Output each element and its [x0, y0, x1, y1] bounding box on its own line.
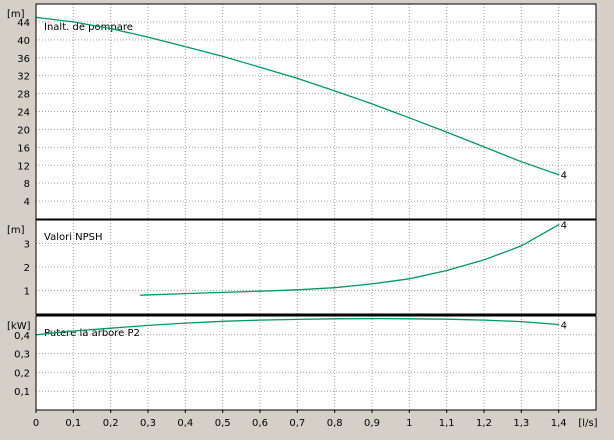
x-tick-label-4: 0,4 [177, 418, 193, 429]
y-tick-label-head-1: 8 [24, 179, 30, 190]
data-point-npsh-11 [558, 224, 560, 226]
data-point-power-7 [296, 318, 298, 320]
data-point-power-3 [147, 324, 149, 326]
data-point-power-13 [520, 321, 522, 323]
x-tick-label-11: 1,1 [439, 418, 455, 429]
data-point-npsh-5 [334, 287, 336, 289]
data-point-power-10 [408, 318, 410, 320]
data-point-npsh-2 [222, 291, 224, 293]
x-tick-label-0: 0 [33, 418, 39, 429]
data-point-head-6 [259, 66, 261, 68]
data-point-npsh-6 [371, 283, 373, 285]
plot-area-power [36, 316, 596, 410]
y-tick-label-power-1: 0,2 [14, 368, 30, 379]
y-tick-label-power-0: 0,1 [14, 387, 30, 398]
data-point-power-11 [446, 318, 448, 320]
y-tick-label-npsh-0: 1 [24, 287, 30, 298]
y-tick-label-head-7: 32 [17, 72, 30, 83]
x-tick-label-6: 0,6 [252, 418, 268, 429]
x-tick-label-9: 0,9 [364, 418, 380, 429]
x-tick-label-13: 1,3 [513, 418, 529, 429]
y-unit-label-npsh: [m] [7, 225, 25, 236]
y-tick-label-npsh-2: 3 [24, 240, 30, 251]
data-point-power-2 [110, 327, 112, 329]
data-point-head-12 [483, 146, 485, 148]
y-tick-label-head-4: 20 [17, 125, 30, 136]
series-line-npsh-0 [140, 224, 560, 296]
end-marker-power-0: 4 [561, 320, 567, 331]
panel-title-npsh: Valori NPSH [44, 232, 103, 243]
x-tick-label-7: 0,7 [289, 418, 305, 429]
data-point-head-2 [110, 28, 112, 30]
end-marker-head-0: 4 [561, 171, 567, 182]
x-tick-label-14: 1,4 [551, 418, 567, 429]
y-tick-label-npsh-1: 2 [24, 263, 30, 274]
y-tick-label-head-10: 44 [17, 18, 30, 29]
data-point-npsh-1 [184, 292, 186, 295]
data-point-npsh-3 [259, 290, 261, 292]
data-point-head-14 [558, 174, 560, 176]
x-tick-label-2: 0,2 [103, 418, 119, 429]
data-point-power-4 [184, 322, 186, 324]
data-point-head-10 [408, 117, 410, 119]
data-point-head-9 [371, 103, 373, 105]
data-point-power-5 [222, 320, 224, 322]
data-point-npsh-4 [296, 289, 298, 291]
y-tick-label-head-3: 16 [17, 143, 30, 154]
data-point-power-6 [259, 319, 261, 321]
x-tick-label-8: 0,8 [327, 418, 343, 429]
y-tick-label-head-8: 36 [17, 54, 30, 65]
data-point-head-13 [520, 161, 522, 163]
data-point-npsh-0 [139, 294, 142, 296]
y-tick-label-power-3: 0,4 [14, 331, 30, 342]
data-point-head-11 [446, 131, 448, 133]
y-tick-label-head-6: 28 [17, 90, 30, 101]
y-tick-label-head-2: 12 [17, 161, 30, 172]
y-tick-label-head-9: 40 [17, 36, 30, 47]
y-tick-label-head-0: 4 [24, 197, 30, 208]
x-tick-label-1: 0,1 [65, 418, 81, 429]
data-point-npsh-9 [483, 259, 485, 261]
x-tick-label-12: 1,2 [476, 418, 492, 429]
data-point-head-3 [147, 36, 149, 38]
data-point-npsh-10 [520, 245, 522, 247]
data-point-power-1 [72, 330, 74, 332]
data-point-head-5 [222, 55, 224, 58]
data-point-power-9 [371, 318, 373, 320]
y-tick-label-head-5: 24 [17, 108, 30, 119]
data-point-head-4 [184, 45, 186, 48]
data-point-head-7 [296, 77, 298, 79]
data-point-npsh-7 [408, 278, 410, 280]
data-point-head-1 [72, 21, 74, 23]
data-point-npsh-8 [446, 269, 448, 272]
y-tick-label-power-2: 0,3 [14, 350, 30, 361]
data-point-power-14 [558, 323, 560, 326]
x-unit-label: [l/s] [578, 418, 597, 429]
y-unit-label-head: [m] [7, 9, 25, 20]
panel-title-head: Inalt. de pompare [44, 22, 133, 33]
data-point-power-8 [334, 318, 336, 320]
panel-title-power: Putere la arbore P2 [44, 328, 140, 339]
x-tick-label-3: 0,3 [140, 418, 156, 429]
data-point-power-12 [483, 319, 485, 321]
data-point-head-8 [334, 90, 336, 92]
y-unit-label-power: [kW] [7, 321, 31, 332]
x-tick-label-5: 0,5 [215, 418, 231, 429]
end-marker-npsh-0: 4 [561, 221, 567, 232]
x-tick-label-10: 1 [406, 418, 412, 429]
